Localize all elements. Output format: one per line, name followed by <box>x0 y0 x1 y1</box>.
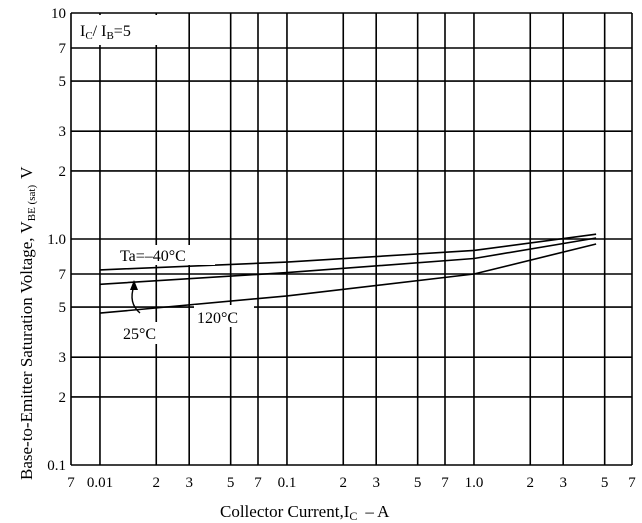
condition-label: IC/ IB=5 <box>80 23 131 42</box>
series-curves <box>99 233 597 314</box>
x-tick-label-5: 7 <box>254 475 262 491</box>
x-tick-label-13: 3 <box>559 475 567 491</box>
x-axis-label: Collector Current,IC – A <box>220 502 390 523</box>
x-tick-label-12: 2 <box>527 475 535 491</box>
arrow-25c-head <box>130 280 138 290</box>
x-tick-label-8: 3 <box>372 475 380 491</box>
x-tick-label-3: 3 <box>185 475 193 491</box>
y-tick-label-10: 10 <box>51 6 66 22</box>
series-line-2 <box>99 243 597 314</box>
x-tick-label-1: 0.01 <box>87 475 113 491</box>
x-tick-labels: 7 0.01 2 3 5 7 0.1 2 3 5 7 1.0 2 3 5 7 <box>67 475 636 491</box>
y-tick-label-1: 2 <box>59 390 67 406</box>
condition-box-bg <box>74 15 164 45</box>
y-tick-label-5: 1.0 <box>47 232 66 248</box>
x-tick-label-6: 0.1 <box>278 475 297 491</box>
y-tick-label-4: 7 <box>59 267 67 283</box>
y-tick-label-3: 5 <box>59 300 67 316</box>
x-tick-label-0: 7 <box>67 475 75 491</box>
x-tick-label-15: 7 <box>628 475 636 491</box>
y-axis-label: Base-to-Emitter Saturation Voltage, VBE … <box>17 166 38 480</box>
y-tick-labels: 0.1 2 3 5 7 1.0 2 3 5 7 10 <box>47 6 66 474</box>
series-line-0 <box>99 233 597 271</box>
y-tick-label-8: 5 <box>59 74 67 90</box>
x-tick-label-7: 2 <box>340 475 348 491</box>
y-tick-label-7: 3 <box>59 124 67 140</box>
y-tick-label-9: 7 <box>59 41 67 57</box>
y-tick-label-2: 3 <box>59 350 67 366</box>
x-tick-label-11: 1.0 <box>465 475 484 491</box>
y-tick-label-6: 2 <box>59 164 67 180</box>
horizontal-gridlines <box>71 12 632 466</box>
series-label-minus40: Ta=–40°C <box>120 248 186 265</box>
y-tick-label-0: 0.1 <box>47 458 66 474</box>
series-label-25c: 25°C <box>123 326 156 343</box>
label-bg-120c <box>194 305 254 327</box>
label-bg-25c <box>120 322 174 344</box>
x-tick-label-10: 7 <box>441 475 449 491</box>
x-tick-label-9: 5 <box>414 475 422 491</box>
x-tick-label-4: 5 <box>227 475 235 491</box>
series-line-1 <box>99 237 597 286</box>
series-label-120c: 120°C <box>197 310 238 327</box>
x-tick-label-14: 5 <box>601 475 609 491</box>
x-tick-label-2: 2 <box>153 475 161 491</box>
label-bg-minus40 <box>117 245 215 265</box>
